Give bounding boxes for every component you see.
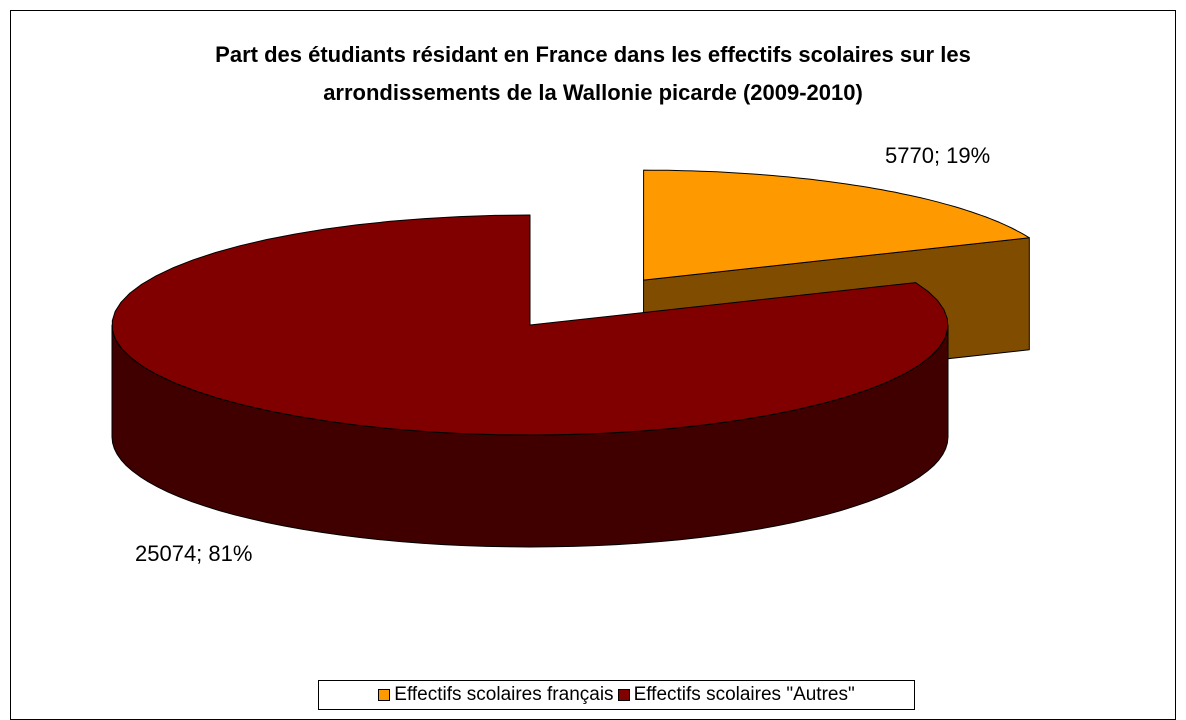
legend: Effectifs scolaires français Effectifs sc…: [318, 680, 915, 710]
data-label: 25074; 81%: [135, 541, 252, 566]
legend-item: Effectifs scolaires "Autres": [617, 684, 855, 706]
slice-top: [111, 214, 949, 436]
data-label: 5770; 19%: [885, 143, 990, 168]
legend-swatch: [378, 689, 391, 701]
chart-title: Part des étudiants résidant en France da…: [215, 42, 971, 105]
legend-label: Effectifs scolaires "Autres": [633, 684, 855, 705]
slice-top: [643, 169, 1030, 281]
legend-swatch: [617, 689, 630, 701]
pie-slice: [111, 214, 949, 548]
legend-item: Effectifs scolaires français: [378, 684, 614, 706]
pie-chart: 5770; 19% 25074; 81%: [111, 143, 1030, 566]
legend-label: Effectifs scolaires français: [394, 684, 614, 705]
